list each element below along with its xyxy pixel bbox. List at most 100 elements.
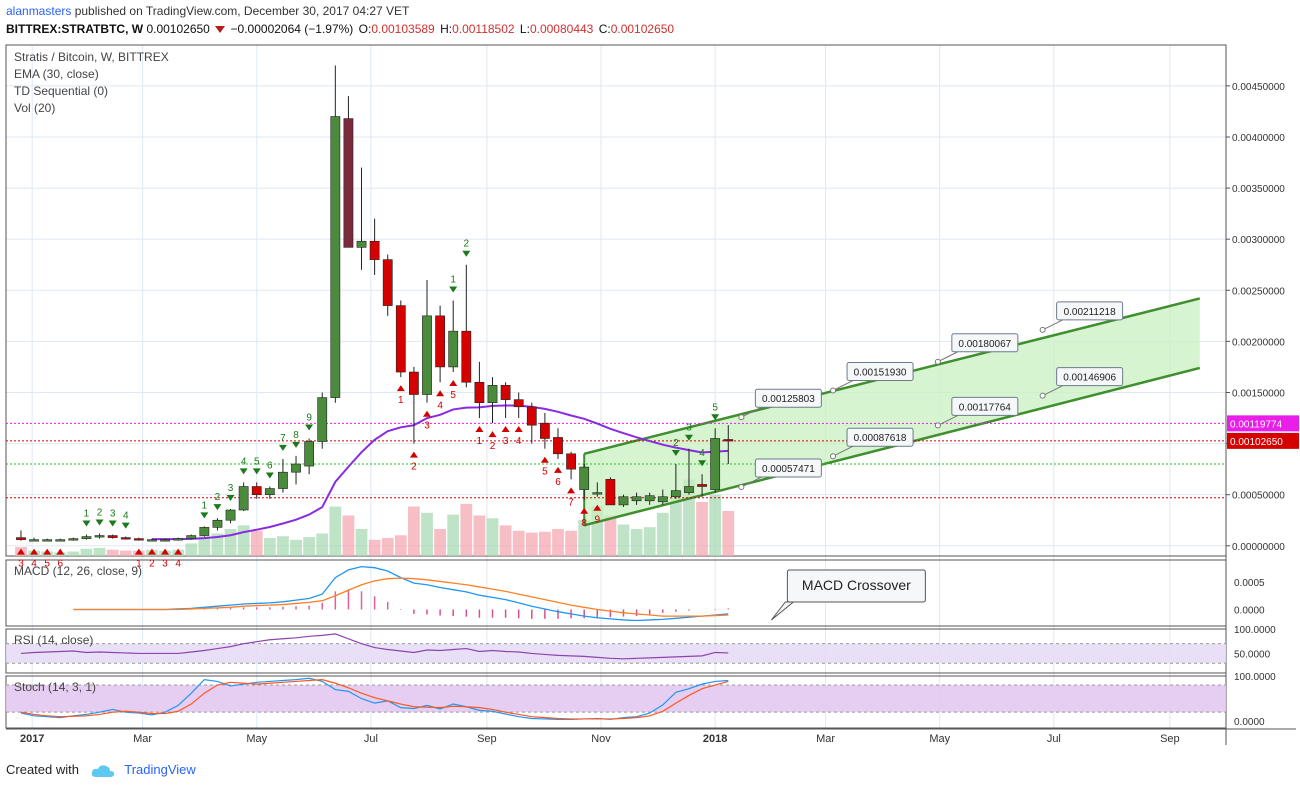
- td-count-label: 1: [398, 395, 404, 406]
- td-count-label: 3: [503, 436, 509, 447]
- candle: [147, 538, 157, 542]
- price-tick-label: 0.00050000: [1232, 491, 1285, 502]
- td-count-label: 3: [228, 483, 234, 494]
- td-count-label: 1: [84, 509, 90, 520]
- callout-box: [1056, 367, 1124, 387]
- td-sell-triangle: [95, 519, 104, 526]
- candle-body: [435, 315, 445, 368]
- candle-body: [94, 535, 105, 538]
- candle: [29, 537, 39, 542]
- candle: [238, 482, 249, 512]
- macd-line: [73, 565, 729, 622]
- down-arrow-icon: [215, 26, 226, 34]
- candle: [42, 538, 53, 542]
- candle: [81, 534, 92, 540]
- candle: [94, 533, 105, 539]
- td-count-label: 6: [267, 461, 273, 472]
- candle-body: [42, 539, 53, 542]
- callout-box: [754, 388, 822, 408]
- volume-bar: [250, 530, 263, 556]
- volume-bar: [303, 537, 316, 556]
- channel-fill: [584, 298, 1200, 526]
- price-tick-label: 0.00250000: [1232, 286, 1285, 297]
- candle: [369, 218, 380, 275]
- tradingview-link[interactable]: TradingView: [124, 762, 196, 777]
- author-link[interactable]: alanmasters: [6, 4, 72, 18]
- candle-body: [395, 305, 406, 373]
- footer: Created with TradingView: [6, 762, 196, 778]
- candle: [199, 526, 210, 537]
- candle-body: [566, 453, 576, 470]
- candle-body: [147, 539, 157, 542]
- callout-box: [846, 427, 914, 447]
- callout-anchor: [934, 422, 941, 429]
- callout-pointer: [1042, 385, 1063, 397]
- stoch-label: Stoch (14, 3, 1): [14, 680, 96, 694]
- candle-body: [710, 438, 721, 490]
- td-buy-triangle: [488, 431, 497, 438]
- price-tick-label: 0.00450000: [1232, 82, 1285, 93]
- candle-body: [409, 371, 419, 395]
- low-label: L:: [519, 22, 530, 36]
- candle-body: [199, 527, 210, 536]
- volume-bar: [617, 524, 630, 556]
- candle-body: [251, 486, 262, 495]
- last-price: 0.00102650: [146, 22, 210, 36]
- candle-body: [278, 471, 288, 489]
- candle-body: [723, 439, 734, 442]
- td-count-label: 4: [241, 456, 247, 467]
- callout-pointer: [741, 476, 762, 488]
- signal-line: [73, 577, 729, 617]
- td-buy-triangle: [161, 548, 170, 555]
- volume-bar: [683, 479, 695, 556]
- candle: [251, 482, 262, 499]
- td-count-label: 3: [424, 421, 430, 432]
- volume-bar: [381, 538, 394, 556]
- volume-bar: [525, 532, 538, 556]
- annotation-text: MACD Crossover: [802, 577, 911, 593]
- td-count-label: 4: [31, 559, 37, 570]
- high-value: 0.00118502: [452, 22, 515, 36]
- callout-pointer: [741, 406, 762, 418]
- callout-anchor: [738, 414, 745, 421]
- volume-bar: [578, 520, 591, 556]
- td-count-label: 7: [280, 433, 286, 444]
- td-buy-triangle: [409, 451, 418, 458]
- open-label: O:: [358, 22, 372, 36]
- candle: [618, 494, 629, 507]
- candle: [592, 482, 603, 497]
- candle: [631, 492, 642, 505]
- td-buy-triangle: [514, 426, 523, 433]
- candle-body: [317, 397, 328, 442]
- candle: [304, 438, 315, 475]
- candle-body: [16, 537, 26, 540]
- volume-bar: [722, 511, 735, 556]
- candle-body: [631, 496, 642, 502]
- volume-bar: [656, 512, 669, 556]
- td-sell-triangle: [711, 414, 720, 421]
- volume-bar: [565, 530, 577, 556]
- volume-bar: [669, 491, 682, 556]
- candle-body: [644, 495, 655, 502]
- volume-bar: [434, 529, 447, 556]
- pane-border: [5, 559, 1227, 627]
- candle-body: [81, 536, 92, 539]
- ema-line: [151, 404, 729, 541]
- candle-body: [107, 535, 118, 538]
- open-value: 0.00103589: [371, 22, 435, 36]
- callout-label: 0.00057471: [762, 464, 815, 475]
- td-count-label: 9: [306, 412, 312, 423]
- candle: [670, 464, 681, 499]
- td-count-label: 5: [44, 559, 50, 570]
- td-count-label: 2: [149, 559, 155, 570]
- td-buy-triangle: [580, 507, 589, 514]
- callout-label: 0.00180067: [958, 339, 1011, 350]
- volume-bar: [316, 533, 329, 556]
- td-buy-triangle: [147, 548, 156, 555]
- candle: [317, 392, 328, 449]
- td-sell-triangle: [213, 504, 222, 511]
- candle-body: [540, 422, 550, 439]
- candle: [710, 428, 721, 493]
- candle-body: [264, 488, 275, 495]
